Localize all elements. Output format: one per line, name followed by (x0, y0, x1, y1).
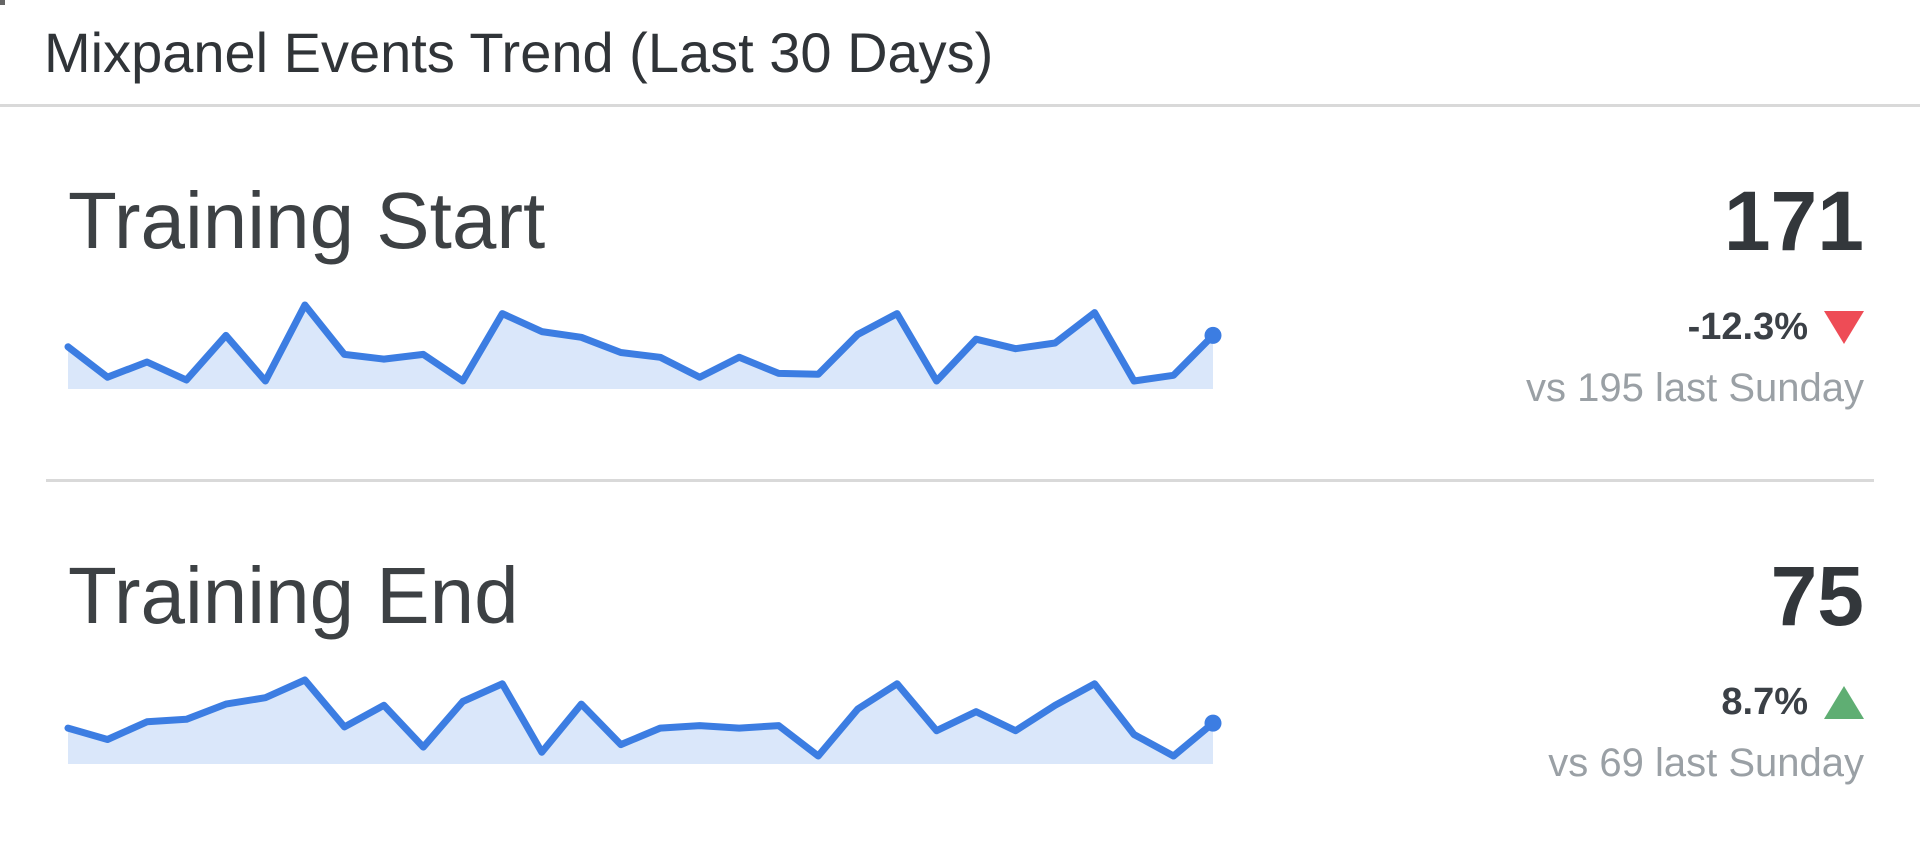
metric-change-row: 8.7% (1218, 680, 1864, 724)
sparkline-line (64, 676, 1217, 760)
widget-header: Mixpanel Events Trend (Last 30 Days) (0, 0, 1920, 107)
metric-section-training-end: Training End 75 8.7% vs 69 last Sunday (0, 482, 1920, 851)
metric-chart-column: Training End (64, 482, 1222, 851)
sparkline-endpoint-dot (1204, 714, 1222, 732)
sparkline-line (64, 301, 1217, 385)
metric-name: Training End (68, 551, 519, 640)
metric-value: 75 (1770, 549, 1864, 643)
down-triangle-icon (1824, 310, 1864, 344)
widget-title: Mixpanel Events Trend (Last 30 Days) (44, 20, 994, 84)
metric-chart-column: Training Start (64, 107, 1222, 479)
metric-stats-column: 75 8.7% vs 69 last Sunday (1218, 482, 1864, 851)
metric-value: 171 (1723, 174, 1864, 268)
change-percent: -12.3% (1687, 305, 1808, 348)
sparkline-endpoint-dot (1204, 326, 1222, 344)
sparkline-chart (64, 301, 1222, 389)
sparkline-area-fill (68, 680, 1213, 764)
section-divider (46, 479, 1874, 482)
change-percent: 8.7% (1721, 680, 1808, 723)
corner-pixel-artifact (0, 0, 5, 5)
up-triangle-icon (1824, 685, 1864, 719)
metric-comparison: vs 195 last Sunday (1526, 366, 1864, 410)
metric-name: Training Start (68, 176, 546, 265)
metric-stats-column: 171 -12.3% vs 195 last Sunday (1218, 107, 1864, 479)
metric-change-row: -12.3% (1218, 305, 1864, 349)
sparkline-chart (64, 676, 1222, 764)
metric-comparison: vs 69 last Sunday (1548, 741, 1864, 785)
metric-section-training-start: Training Start 171 -12.3% vs 195 last Su… (0, 107, 1920, 479)
